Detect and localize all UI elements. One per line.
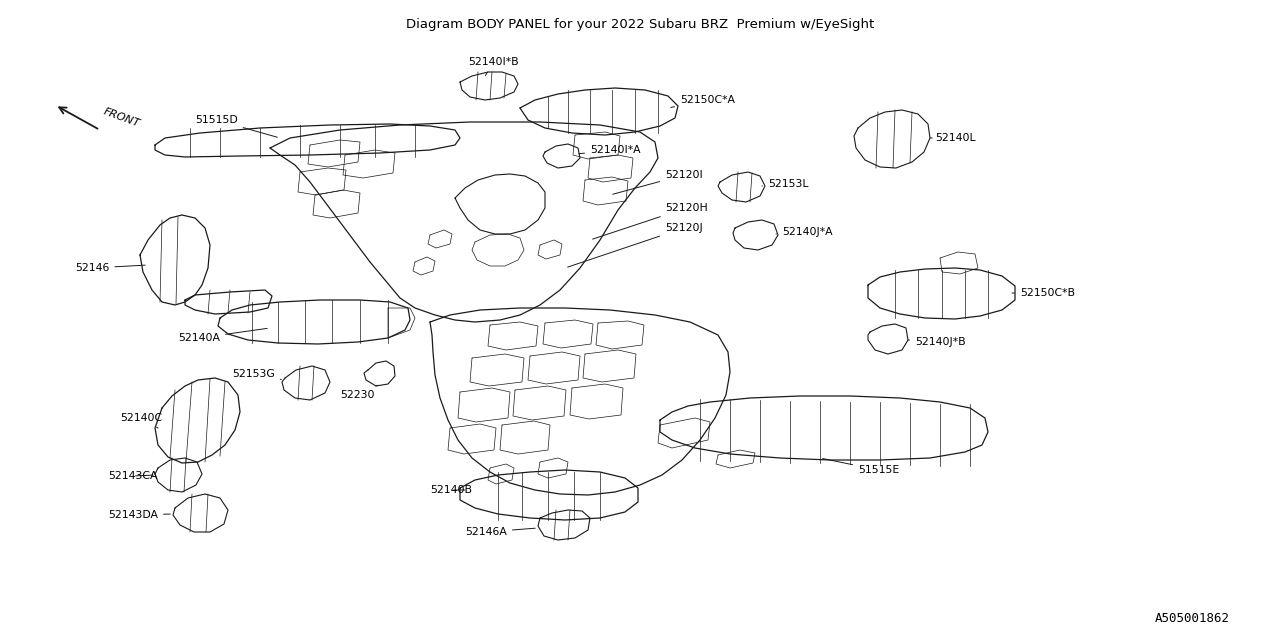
Text: 51515E: 51515E [823, 458, 900, 475]
Text: 52150C*B: 52150C*B [1012, 288, 1075, 298]
Text: 52120I: 52120I [613, 170, 703, 195]
Text: 52120H: 52120H [593, 203, 708, 239]
Text: FRONT: FRONT [102, 107, 141, 129]
Text: 52146A: 52146A [465, 527, 535, 537]
Text: 52150C*A: 52150C*A [671, 95, 735, 108]
Text: 52143CA: 52143CA [108, 471, 157, 481]
Text: 52140I*A: 52140I*A [579, 145, 640, 155]
Text: 52143DA: 52143DA [108, 510, 170, 520]
Text: 52153L: 52153L [762, 179, 809, 189]
Text: 52140A: 52140A [178, 328, 268, 343]
Text: 52140J*A: 52140J*A [776, 227, 832, 237]
Text: 52230: 52230 [340, 385, 378, 400]
Text: Diagram BODY PANEL for your 2022 Subaru BRZ  Premium w/EyeSight: Diagram BODY PANEL for your 2022 Subaru … [406, 18, 874, 31]
Text: A505001862: A505001862 [1155, 612, 1230, 625]
Text: 52146: 52146 [76, 263, 145, 273]
Text: 52140I*B: 52140I*B [468, 57, 518, 76]
Text: 51515D: 51515D [195, 115, 278, 137]
Text: 52140J*B: 52140J*B [908, 337, 965, 347]
Text: 52140L: 52140L [931, 133, 975, 143]
Text: 52153G: 52153G [232, 369, 282, 380]
Text: 52120J: 52120J [567, 223, 703, 267]
Text: 52140B: 52140B [430, 485, 472, 495]
Text: 52140C: 52140C [120, 413, 163, 428]
